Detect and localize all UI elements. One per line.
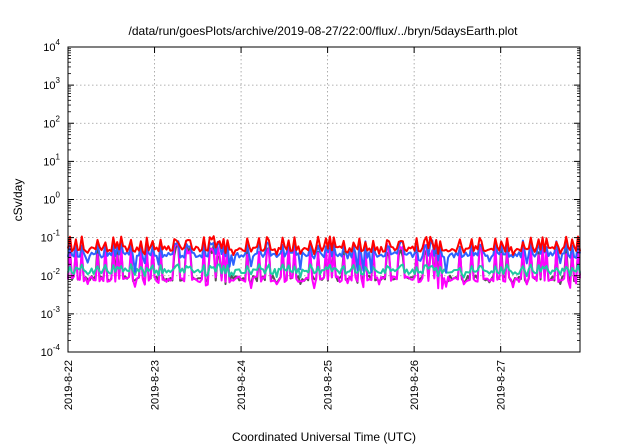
x-axis-label: Coordinated Universal Time (UTC) [232, 430, 416, 444]
x-tick-label: 2019-8-25 [323, 360, 335, 410]
x-axis-ticks: 2019-8-22 2019-8-23 2019-8-24 2019-8-25 2019… [63, 47, 508, 410]
y-tick-label: 10-2 [41, 267, 61, 283]
grid [68, 47, 580, 352]
x-tick-label: 2019-8-24 [236, 360, 248, 410]
y-tick-label: 10-3 [41, 305, 61, 321]
x-tick-label: 2019-8-27 [496, 360, 508, 410]
y-tick-label: 10-4 [41, 343, 61, 359]
y-tick-label: 104 [43, 38, 60, 54]
x-tick-label: 2019-8-22 [63, 360, 75, 410]
series-line [67, 242, 581, 290]
x-tick-label: 2019-8-23 [150, 360, 162, 410]
series-line [67, 235, 581, 256]
y-axis-label: cSv/day [11, 179, 25, 222]
y-tick-label: 10-1 [41, 229, 61, 245]
y-tick-label: 103 [43, 76, 60, 92]
y-axis-ticks: 10-4 10-3 10-2 10-1 100 101 102 103 104 [41, 38, 580, 359]
y-tick-label: 102 [43, 114, 60, 130]
y-tick-label: 101 [43, 152, 60, 168]
chart-title: /data/run/goesPlots/archive/2019-08-27/2… [129, 24, 519, 38]
x-tick-label: 2019-8-26 [409, 360, 421, 410]
series-lines [67, 235, 581, 290]
series-line [67, 263, 581, 279]
y-tick-label: 100 [43, 191, 60, 207]
